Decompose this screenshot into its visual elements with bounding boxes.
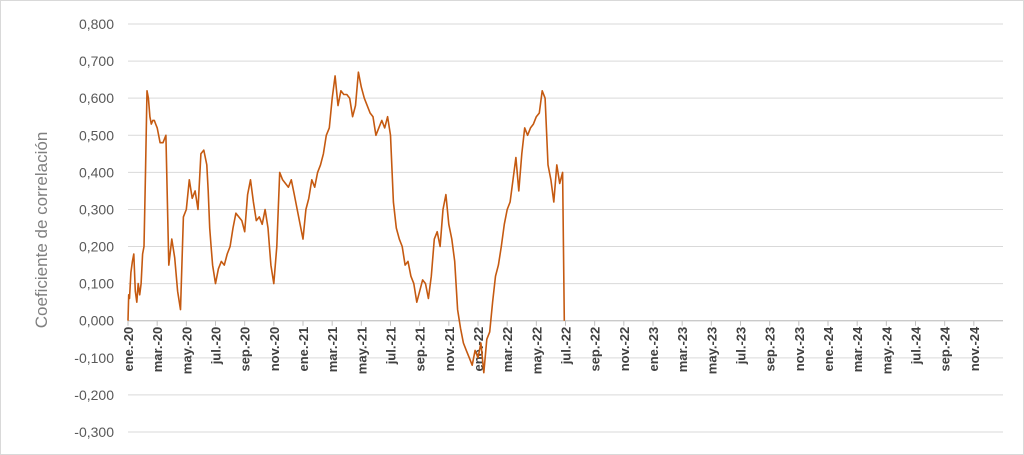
- x-tick-label: ene.-24: [821, 326, 836, 372]
- y-axis-title: Coeficiente de correlación: [32, 132, 51, 329]
- x-tick-label: nov.-24: [967, 326, 982, 371]
- x-tick-label: may.-23: [704, 327, 719, 374]
- x-tick-label: ene.-20: [121, 327, 136, 372]
- x-tick-label: nov.-23: [792, 327, 807, 372]
- y-tick-label: 0,700: [79, 53, 114, 69]
- y-tick-label: 0,100: [79, 276, 114, 292]
- x-tick-label: nov.-21: [442, 327, 457, 372]
- x-tick-label: jul.-20: [209, 327, 224, 366]
- x-tick-label: ene.-21: [296, 327, 311, 372]
- x-tick-label: sep.-23: [763, 327, 778, 372]
- x-tick-label: nov.-20: [267, 327, 282, 372]
- x-tick-label: jul.-24: [909, 326, 924, 365]
- x-tick-label: nov.-22: [617, 327, 632, 372]
- x-tick-label: mar.-22: [500, 327, 515, 373]
- series-line: [127, 71, 566, 374]
- x-tick-label: may.-21: [354, 327, 369, 374]
- y-tick-label: 0,400: [79, 164, 114, 180]
- y-tick-label: -0,100: [74, 350, 114, 366]
- x-tick-label: sep.-21: [413, 327, 428, 372]
- x-tick-label: jul.-23: [734, 327, 749, 366]
- x-tick-label: may.-20: [179, 327, 194, 374]
- x-tick-label: sep.-22: [588, 327, 603, 372]
- x-tick-label: may.-22: [529, 327, 544, 374]
- y-tick-label: -0,200: [74, 387, 114, 403]
- x-tick-label: ene.-23: [646, 327, 661, 372]
- y-tick-label: 0,300: [79, 201, 114, 217]
- y-tick-label: 0,000: [79, 313, 114, 329]
- x-tick-label: mar.-21: [325, 327, 340, 373]
- x-tick-label: jul.-21: [384, 327, 399, 366]
- y-tick-label: 0,800: [79, 16, 114, 32]
- y-tick-label: 0,200: [79, 239, 114, 255]
- x-tick-label: sep.-20: [238, 327, 253, 372]
- x-tick-label: jul.-22: [559, 327, 574, 366]
- x-tick-label: may.-24: [879, 326, 894, 374]
- x-tick-label: sep.-24: [938, 326, 953, 372]
- y-tick-label: 0,600: [79, 90, 114, 106]
- x-tick-label: mar.-24: [850, 326, 865, 372]
- x-tick-label: mar.-23: [675, 327, 690, 373]
- y-tick-label: -0,300: [74, 424, 114, 440]
- x-tick-label: mar.-20: [150, 327, 165, 373]
- y-tick-label: 0,500: [79, 127, 114, 143]
